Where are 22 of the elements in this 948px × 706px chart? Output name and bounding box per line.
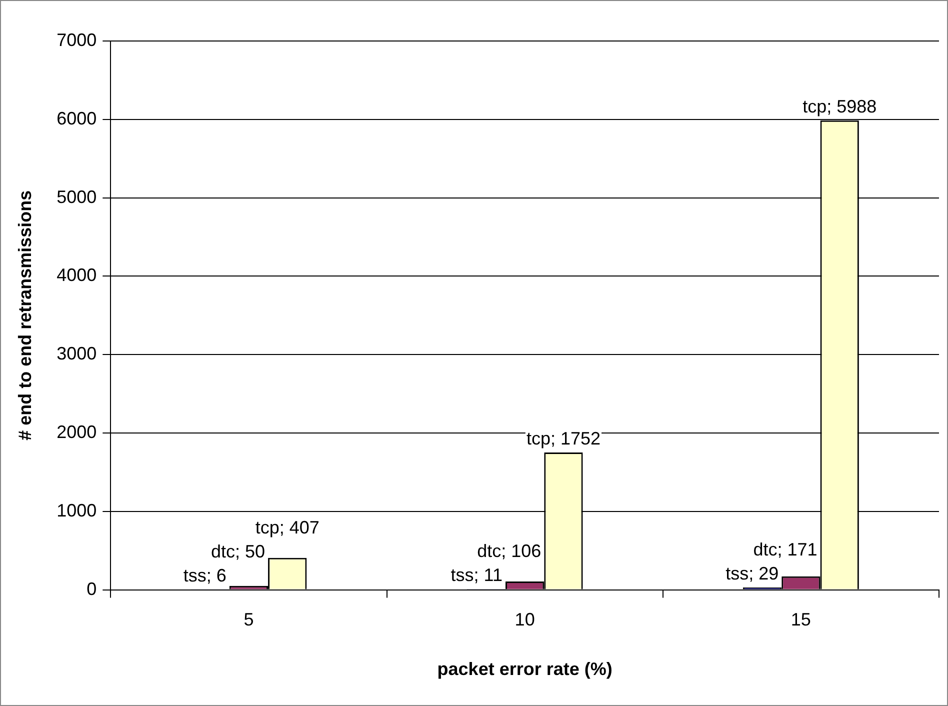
y-tick-label: 5000 <box>56 186 97 207</box>
data-label: tss; 11 <box>450 564 502 585</box>
y-tick-label: 4000 <box>56 265 97 286</box>
x-tick-label: 5 <box>244 610 254 630</box>
data-label: tcp; 407 <box>255 517 320 538</box>
y-axis-title: # end to end retransmissions <box>14 190 35 440</box>
x-tick-label: 15 <box>790 610 811 630</box>
y-tick-label: 7000 <box>56 30 97 50</box>
x-tick-label: 10 <box>514 610 535 630</box>
data-label: tcp; 1752 <box>526 428 601 448</box>
data-label: dtc; 171 <box>753 539 818 560</box>
y-tick-label: 3000 <box>56 344 97 364</box>
y-tick-label: 6000 <box>56 108 97 128</box>
y-tick-label: 2000 <box>56 422 97 442</box>
data-label: dtc; 50 <box>210 541 266 562</box>
x-axis-title: packet error rate (%) <box>437 659 612 680</box>
data-label: tss; 29 <box>726 563 779 584</box>
data-label: dtc; 106 <box>477 540 542 561</box>
y-tick-label: 1000 <box>56 500 97 520</box>
y-tick-label: 0 <box>86 578 97 599</box>
data-label: tcp; 5988 <box>802 96 877 116</box>
data-label: tss; 6 <box>183 565 226 586</box>
